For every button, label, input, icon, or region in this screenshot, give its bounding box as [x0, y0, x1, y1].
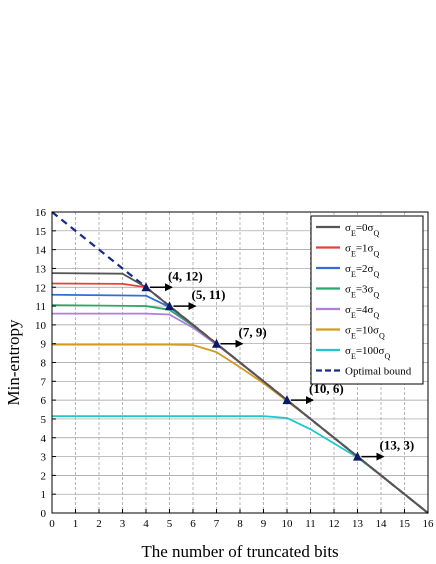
y-tick-label: 10 — [35, 320, 47, 332]
axes: 0 1 2 3 4 5 6 7 8 9 10 11 12 13 14 15 160123456789101112… — [35, 207, 434, 530]
legend-entry-label: σE=1σQ — [345, 243, 379, 259]
y-tick-label: 1 — [41, 489, 47, 501]
x-tick-label: 0 — [49, 518, 55, 530]
legend-entry-label: σE=2σQ — [345, 263, 379, 279]
x-tick-label: 1 — [73, 518, 79, 530]
y-tick-label: 5 — [41, 414, 47, 426]
y-tick-label: 13 — [35, 263, 47, 275]
legend-entry-label: σE=3σQ — [345, 284, 379, 300]
x-tick-label: 3 — [120, 518, 126, 530]
y-tick-label: 0 — [41, 508, 47, 520]
x-tick-label: 15 — [399, 518, 411, 530]
x-tick-label: 11 — [305, 518, 316, 530]
y-tick-label: 11 — [35, 301, 46, 313]
data-point-marker — [282, 395, 292, 405]
x-tick-label: 6 — [190, 518, 196, 530]
point-markers: (4, 12) (5, 11) (7, 9) (10, 6) (13, 3) — [141, 268, 415, 461]
y-tick-label: 15 — [35, 226, 47, 238]
x-tick-label: 2 — [96, 518, 102, 530]
y-tick-label: 16 — [35, 207, 47, 219]
x-tick-label: 10 — [282, 518, 294, 530]
legend-entry-label: σE=0σQ — [345, 222, 379, 238]
series-line — [51, 272, 429, 514]
data-point-marker — [165, 301, 174, 311]
x-tick-label: 9 — [261, 518, 267, 530]
x-tick-label: 16 — [423, 518, 435, 530]
x-tick-label: 4 — [143, 518, 149, 530]
legend-entry-label: σE=10σQ — [345, 325, 385, 341]
x-tick-label: 5 — [167, 518, 173, 530]
y-axis-label: Min-entropy — [4, 319, 23, 405]
y-tick-label: 6 — [41, 395, 47, 407]
point-annotation: (13, 3) — [380, 438, 415, 453]
legend-box — [310, 215, 424, 385]
legend-entry-label: σE=100σQ — [345, 345, 390, 361]
y-tick-label: 7 — [41, 376, 47, 388]
x-tick-label: 12 — [329, 518, 340, 530]
legend-entry-label: σE=4σQ — [345, 304, 379, 320]
x-tick-label: 8 — [237, 518, 243, 530]
y-tick-label: 2 — [41, 470, 47, 482]
y-tick-label: 14 — [35, 245, 47, 257]
x-tick-label: 14 — [376, 518, 388, 530]
point-annotation: (4, 12) — [168, 268, 203, 283]
y-tick-label: 8 — [41, 358, 47, 370]
data-point-marker — [212, 338, 221, 348]
x-tick-label: 13 — [352, 518, 364, 530]
data-point-marker — [141, 282, 151, 292]
legend: σE=0σQ σE=1σQ σE=2σQ σE=3σQ σE=4σQ σE=10σQ σE=… — [310, 215, 424, 385]
data-point-marker — [353, 451, 362, 461]
x-tick-label: 7 — [214, 518, 220, 530]
point-annotation: (5, 11) — [192, 287, 226, 302]
point-annotation: (10, 6) — [309, 381, 344, 396]
x-axis-label: The number of truncated bits — [141, 542, 338, 561]
y-tick-label: 3 — [41, 452, 47, 464]
point-annotation: (7, 9) — [239, 325, 267, 340]
y-tick-label: 9 — [41, 339, 47, 351]
legend-entry-label: Optimal bound — [345, 366, 412, 378]
y-tick-label: 12 — [35, 282, 46, 294]
y-tick-label: 4 — [41, 433, 47, 445]
